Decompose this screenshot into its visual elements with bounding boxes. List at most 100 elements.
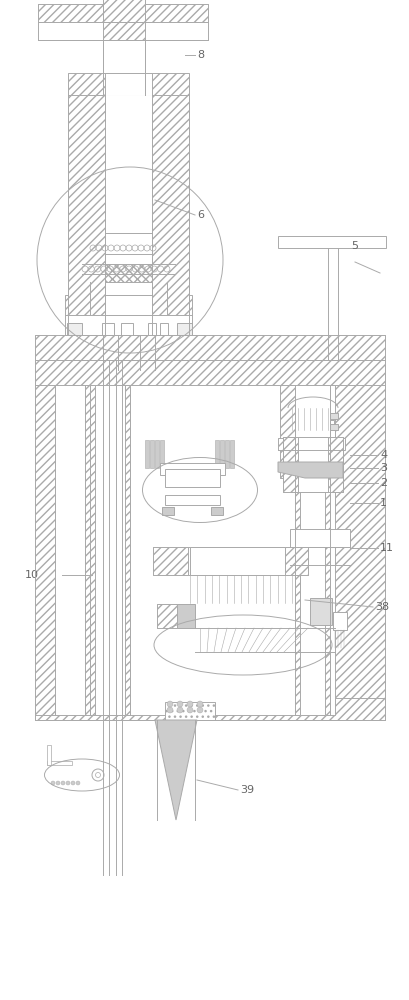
Bar	[330, 360, 385, 720]
Text: 11: 11	[380, 543, 394, 553]
Circle shape	[177, 701, 183, 707]
Bar	[90, 385, 130, 715]
Bar	[165, 495, 220, 505]
Bar	[140, 335, 155, 355]
Bar	[103, 335, 118, 355]
Bar	[103, 38, 145, 95]
Bar	[288, 413, 338, 419]
Bar	[310, 598, 332, 625]
Bar	[278, 438, 343, 450]
Bar	[35, 385, 90, 715]
Bar	[145, 440, 149, 468]
Bar	[121, 323, 133, 335]
Bar	[157, 604, 177, 628]
Polygon shape	[278, 462, 343, 478]
Circle shape	[197, 701, 203, 707]
Circle shape	[167, 701, 173, 707]
Bar	[290, 529, 350, 547]
Bar	[65, 295, 192, 315]
Bar	[280, 385, 330, 465]
Bar	[175, 245, 189, 255]
Bar	[280, 464, 343, 478]
Bar	[68, 73, 189, 95]
Bar	[300, 385, 325, 715]
Bar	[38, 4, 208, 22]
Circle shape	[177, 707, 183, 713]
Bar	[145, 4, 208, 22]
Text: 5: 5	[351, 241, 359, 251]
Bar	[148, 323, 156, 335]
Bar	[90, 282, 167, 315]
Bar	[35, 698, 385, 720]
Bar	[160, 463, 225, 475]
Bar	[90, 295, 167, 315]
Bar	[153, 547, 308, 575]
Text: 6: 6	[197, 210, 204, 220]
Bar	[35, 335, 385, 360]
Bar	[103, 38, 145, 95]
Circle shape	[187, 701, 193, 707]
Bar	[47, 761, 72, 765]
Bar	[295, 438, 345, 450]
Text: 1: 1	[380, 498, 387, 508]
Bar	[103, 0, 145, 40]
Bar	[95, 385, 125, 715]
Bar	[160, 440, 164, 468]
Bar	[105, 95, 152, 315]
Bar	[292, 420, 334, 425]
Bar	[90, 385, 335, 715]
Bar	[152, 95, 189, 315]
Text: 4: 4	[380, 450, 387, 460]
Bar	[90, 264, 167, 282]
Circle shape	[71, 781, 75, 785]
Circle shape	[187, 707, 193, 713]
Bar	[177, 323, 192, 335]
Bar	[295, 385, 330, 715]
Bar	[75, 264, 182, 282]
Polygon shape	[155, 720, 197, 820]
Bar	[67, 323, 82, 335]
Text: 8: 8	[197, 50, 204, 60]
Bar	[68, 95, 105, 315]
Bar	[55, 385, 85, 715]
Circle shape	[95, 772, 101, 778]
Bar	[82, 254, 175, 264]
Bar	[211, 507, 223, 515]
Bar	[102, 323, 114, 335]
Bar	[165, 469, 220, 487]
Text: 3: 3	[380, 463, 387, 473]
Bar	[105, 73, 152, 95]
Bar	[165, 702, 215, 720]
Bar	[225, 440, 229, 468]
Circle shape	[61, 781, 65, 785]
Bar	[283, 437, 343, 492]
Bar	[68, 95, 105, 315]
Bar	[38, 4, 103, 22]
Circle shape	[51, 781, 55, 785]
Bar	[35, 360, 90, 720]
Bar	[190, 547, 285, 575]
Bar	[298, 437, 328, 492]
Bar	[295, 385, 330, 465]
Bar	[68, 233, 189, 255]
Bar	[328, 437, 343, 492]
Circle shape	[197, 707, 203, 713]
Circle shape	[56, 781, 60, 785]
Bar	[105, 95, 152, 220]
Bar	[153, 547, 188, 575]
Bar	[70, 245, 84, 255]
Bar	[35, 360, 385, 385]
Bar	[90, 233, 167, 255]
Bar	[230, 440, 234, 468]
Bar	[130, 360, 280, 385]
Text: 2: 2	[380, 478, 387, 488]
Bar	[295, 464, 343, 478]
Bar	[90, 264, 167, 282]
Bar	[285, 547, 308, 575]
Bar	[35, 360, 385, 385]
Bar	[333, 612, 347, 630]
Bar	[35, 335, 385, 360]
Text: 10: 10	[25, 570, 39, 580]
Circle shape	[167, 707, 173, 713]
Bar	[215, 440, 219, 468]
